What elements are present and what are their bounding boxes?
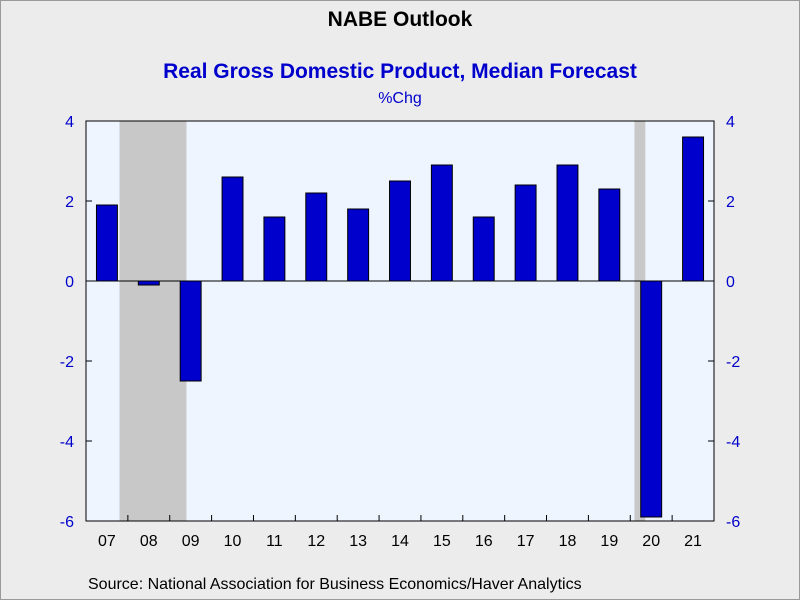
ytick-left-label: -6 (60, 514, 74, 531)
recession-shade-1 (634, 121, 646, 521)
bar-16 (472, 216, 495, 282)
xtick-label-10: 10 (224, 533, 242, 550)
source-note: Source: National Association for Busines… (88, 576, 582, 593)
bar-12 (305, 192, 328, 282)
xtick-label-13: 13 (349, 533, 367, 550)
bar-07 (95, 204, 118, 282)
ytick-left-label: -2 (60, 354, 74, 371)
bar-15 (430, 164, 453, 282)
xtick-label-19: 19 (600, 533, 618, 550)
plot-border (85, 120, 715, 522)
xtick-label-11: 11 (266, 533, 283, 550)
ytick-right-label: -4 (726, 434, 740, 451)
xtick-label-16: 16 (475, 533, 493, 550)
bar-13 (347, 208, 370, 282)
bar-11 (263, 216, 286, 282)
xtick-label-14: 14 (391, 533, 409, 550)
chart-title: NABE Outlook (327, 8, 473, 31)
bar-14 (389, 180, 411, 282)
bar-18 (556, 164, 579, 282)
xtick-label-15: 15 (433, 533, 451, 550)
bar-21 (682, 136, 705, 282)
xtick-label-18: 18 (559, 533, 577, 550)
ytick-left-label: 2 (65, 194, 74, 211)
ytick-right-label: -6 (726, 514, 740, 531)
bar-20 (640, 280, 663, 518)
bar-08 (137, 280, 160, 286)
ytick-left-label: 4 (65, 114, 74, 131)
bar-10 (221, 176, 244, 282)
bar-19 (598, 188, 621, 282)
xtick-label-12: 12 (307, 533, 325, 550)
ytick-right-label: -2 (726, 354, 740, 371)
unit-label: %Chg (378, 90, 422, 107)
ytick-right-label: 4 (726, 114, 735, 131)
ytick-left-label: 0 (65, 274, 74, 291)
xtick-label-09: 09 (182, 533, 200, 550)
ytick-right-label: 2 (726, 194, 735, 211)
recession-shade-0 (119, 121, 187, 521)
ytick-right-label: 0 (726, 274, 735, 291)
bar-09 (179, 280, 202, 382)
xtick-label-08: 08 (140, 533, 158, 550)
bar-17 (514, 184, 537, 282)
xtick-label-21: 21 (684, 533, 702, 550)
xtick-label-07: 07 (98, 533, 116, 550)
xtick-label-20: 20 (642, 533, 660, 550)
chart-subtitle: Real Gross Domestic Product, Median Fore… (163, 60, 637, 83)
ytick-left-label: -4 (60, 434, 74, 451)
xtick-label-17: 17 (517, 533, 535, 550)
